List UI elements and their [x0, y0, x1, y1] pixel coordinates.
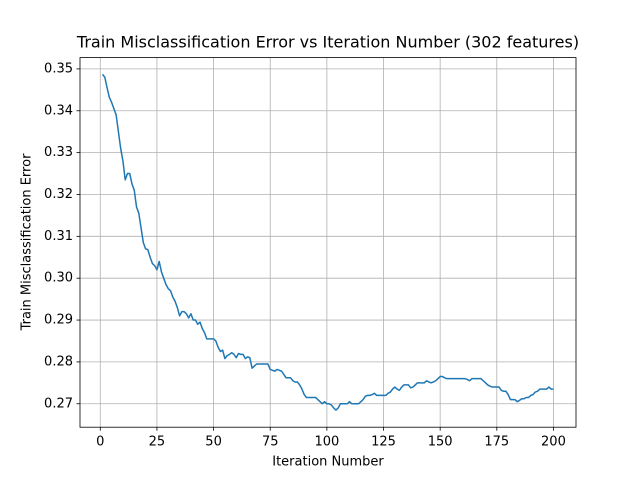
plot-area [101, 73, 554, 411]
x-tick-label: 200 [541, 435, 566, 450]
y-tick-label: 0.34 [44, 103, 73, 118]
x-tick-label: 0 [96, 435, 104, 450]
x-tick-label: 175 [484, 435, 509, 450]
y-tick-label: 0.28 [44, 354, 73, 369]
y-tick-label: 0.27 [44, 396, 73, 411]
grid [80, 57, 576, 428]
ticks: 0 25 50 75 100 125 150 175 200 0.27 0.28 0.29 0.30 0.… [44, 61, 566, 449]
y-tick-label: 0.30 [44, 271, 73, 286]
x-axis-label: Iteration Number [272, 455, 384, 470]
x-tick-label: 100 [314, 435, 339, 450]
x-tick-label: 75 [262, 435, 279, 450]
y-tick-label: 0.32 [44, 187, 73, 202]
chart-title: Train Misclassification Error vs Iterati… [76, 33, 579, 52]
y-tick-label: 0.29 [44, 313, 73, 328]
data-line [101, 73, 554, 411]
x-tick-label: 150 [428, 435, 453, 450]
y-tick-label: 0.35 [44, 61, 73, 76]
x-tick-label: 50 [205, 435, 222, 450]
y-tick-label: 0.33 [44, 145, 73, 160]
x-tick-label: 25 [149, 435, 166, 450]
x-tick-label: 125 [371, 435, 396, 450]
y-axis-label: Train Misclassification Error [20, 153, 35, 331]
axes-frame [79, 57, 577, 428]
y-tick-label: 0.31 [44, 229, 73, 244]
